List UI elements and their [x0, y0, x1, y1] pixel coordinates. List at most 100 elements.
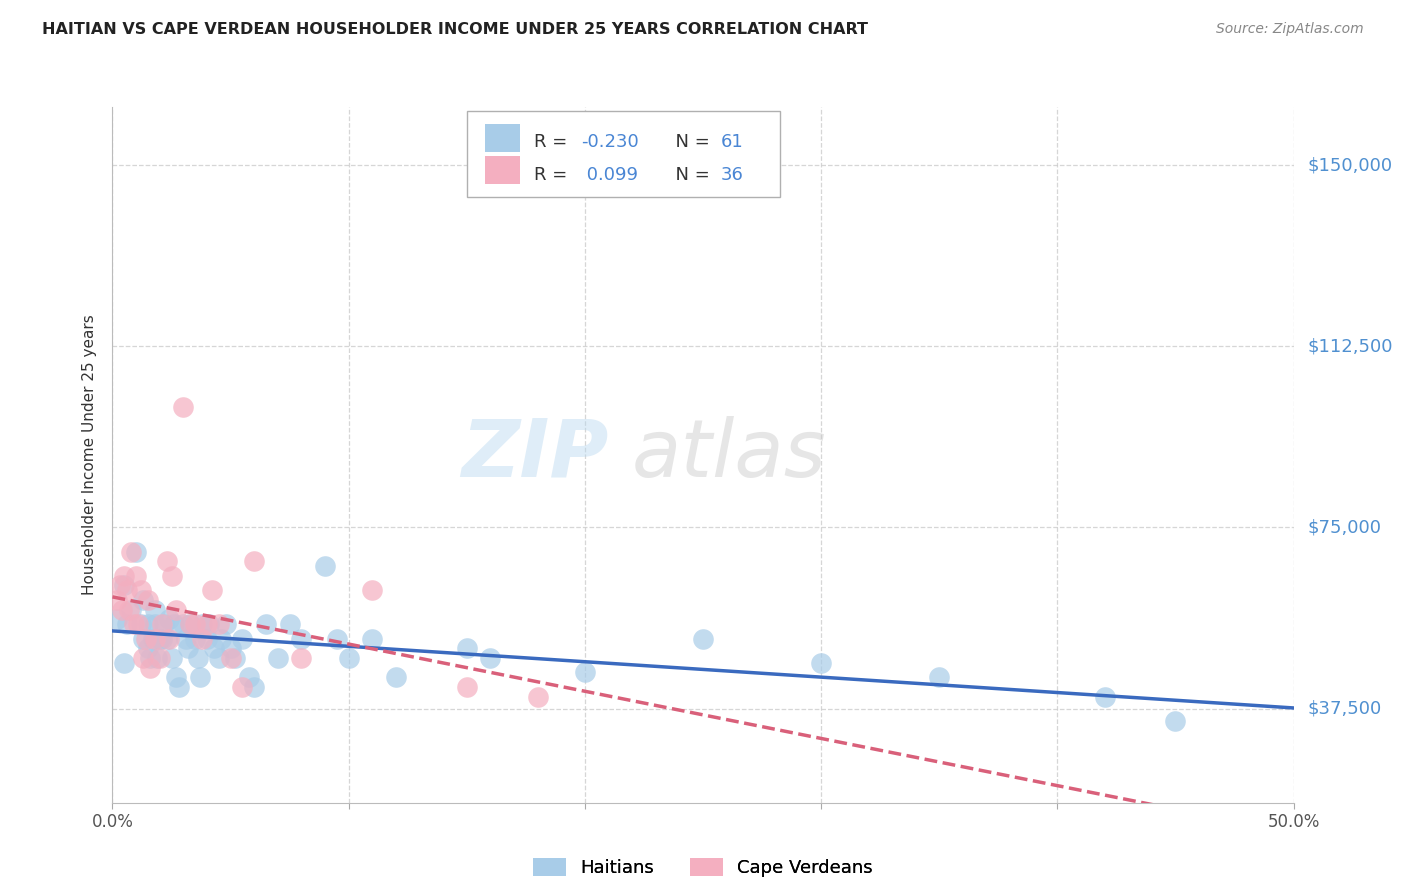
Point [692, 632, 714, 646]
Point [326, 632, 349, 646]
Point [215, 617, 238, 632]
Point [167, 680, 190, 694]
Point [243, 554, 266, 568]
FancyBboxPatch shape [485, 156, 520, 184]
Point [132, 632, 155, 646]
Point [172, 400, 194, 414]
Point [172, 617, 194, 632]
Point [928, 670, 950, 684]
Point [120, 602, 142, 616]
Text: N =: N = [664, 166, 716, 184]
Point [188, 670, 211, 684]
Point [238, 670, 260, 684]
Point [186, 651, 208, 665]
Point [191, 617, 214, 632]
Text: R =: R = [534, 133, 574, 151]
Point [361, 632, 384, 646]
Point [219, 641, 242, 656]
Point [526, 690, 548, 704]
Text: Source: ZipAtlas.com: Source: ZipAtlas.com [1216, 22, 1364, 37]
Y-axis label: Householder Income Under 25 years: Householder Income Under 25 years [82, 315, 97, 595]
Point [267, 651, 290, 665]
Point [132, 651, 155, 665]
Point [157, 612, 180, 626]
Point [125, 544, 148, 558]
Point [179, 617, 201, 632]
Text: atlas: atlas [633, 416, 827, 494]
Point [118, 602, 141, 616]
Point [122, 617, 145, 632]
Point [160, 651, 183, 665]
Point [202, 641, 225, 656]
Point [209, 632, 232, 646]
Text: HAITIAN VS CAPE VERDEAN HOUSEHOLDER INCOME UNDER 25 YEARS CORRELATION CHART: HAITIAN VS CAPE VERDEAN HOUSEHOLDER INCO… [42, 22, 868, 37]
Point [136, 641, 159, 656]
Point [290, 651, 312, 665]
Text: $37,500: $37,500 [1308, 699, 1382, 717]
Point [361, 583, 384, 598]
Point [1094, 690, 1116, 704]
Point [125, 568, 148, 582]
Point [201, 583, 224, 598]
Point [243, 680, 266, 694]
Point [479, 651, 502, 665]
Point [179, 617, 201, 632]
Point [129, 583, 152, 598]
Point [208, 617, 231, 632]
Point [314, 559, 336, 574]
Point [278, 617, 301, 632]
Text: $150,000: $150,000 [1308, 156, 1392, 174]
Point [153, 617, 176, 632]
Point [165, 602, 187, 616]
Point [115, 583, 138, 598]
Point [132, 592, 155, 607]
Point [146, 651, 169, 665]
Point [191, 632, 214, 646]
Text: 61: 61 [721, 133, 744, 151]
Point [219, 651, 242, 665]
Point [254, 617, 277, 632]
Text: 36: 36 [721, 166, 744, 184]
FancyBboxPatch shape [485, 124, 520, 153]
Point [184, 617, 207, 632]
Point [143, 602, 166, 616]
Point [129, 617, 152, 632]
Point [156, 554, 179, 568]
Legend: Haitians, Cape Verdeans: Haitians, Cape Verdeans [533, 858, 873, 877]
Point [112, 656, 135, 670]
Point [112, 568, 135, 582]
Point [385, 670, 408, 684]
Text: ZIP: ZIP [461, 416, 609, 494]
Point [149, 632, 172, 646]
Point [290, 632, 312, 646]
Point [163, 617, 186, 632]
Point [127, 617, 149, 632]
Text: $112,500: $112,500 [1308, 337, 1393, 355]
Text: N =: N = [664, 133, 716, 151]
Point [150, 632, 173, 646]
Text: 0.099: 0.099 [581, 166, 638, 184]
Point [231, 680, 253, 694]
Point [456, 641, 478, 656]
Point [105, 592, 128, 607]
Text: R =: R = [534, 166, 574, 184]
Point [224, 651, 246, 665]
Point [108, 578, 131, 592]
Point [139, 651, 162, 665]
Point [157, 632, 180, 646]
Point [149, 651, 172, 665]
Point [111, 602, 134, 616]
Point [156, 632, 179, 646]
Point [195, 632, 218, 646]
Point [143, 632, 166, 646]
Point [136, 617, 159, 632]
Point [574, 665, 596, 680]
Point [165, 670, 187, 684]
Point [115, 617, 138, 632]
Point [231, 632, 253, 646]
Point [810, 656, 832, 670]
Point [1164, 714, 1187, 728]
Point [120, 544, 142, 558]
FancyBboxPatch shape [467, 111, 780, 197]
Point [160, 568, 183, 582]
